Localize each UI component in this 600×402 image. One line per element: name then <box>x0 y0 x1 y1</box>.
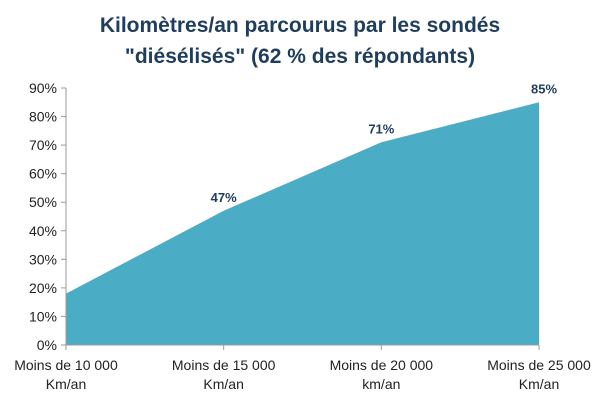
x-tick-label: Moins de 10 000 <box>14 357 118 373</box>
x-tick-label: Km/an <box>46 376 86 392</box>
x-tick-label: Moins de 20 000 <box>330 357 434 373</box>
y-tick-label: 80% <box>29 109 57 125</box>
data-label: 47% <box>211 190 237 205</box>
chart-title-line-2: "diésélisés" (62 % des répondants) <box>124 45 476 68</box>
y-tick-label: 90% <box>29 80 57 96</box>
y-tick-label: 50% <box>29 194 57 210</box>
y-tick-label: 0% <box>37 337 57 353</box>
y-tick-label: 70% <box>29 137 57 153</box>
x-tick-label: Km/an <box>203 376 243 392</box>
x-tick-label: Moins de 15 000 <box>172 357 276 373</box>
data-label: 71% <box>368 121 394 136</box>
chart-title: Kilomètres/an parcourus par les sondés "… <box>0 10 600 72</box>
x-tick-label: Km/an <box>519 376 559 392</box>
chart-title-line-1: Kilomètres/an parcourus par les sondés <box>99 14 501 37</box>
y-tick-label: 20% <box>29 280 57 296</box>
y-tick-label: 30% <box>29 251 57 267</box>
y-tick-label: 60% <box>29 166 57 182</box>
area-series <box>66 102 539 346</box>
x-tick-label: Moins de 25 000 <box>487 357 591 373</box>
y-tick-label: 40% <box>29 223 57 239</box>
y-tick-label: 10% <box>29 308 57 324</box>
x-tick-label: km/an <box>362 376 400 392</box>
data-label: 85% <box>531 81 557 96</box>
